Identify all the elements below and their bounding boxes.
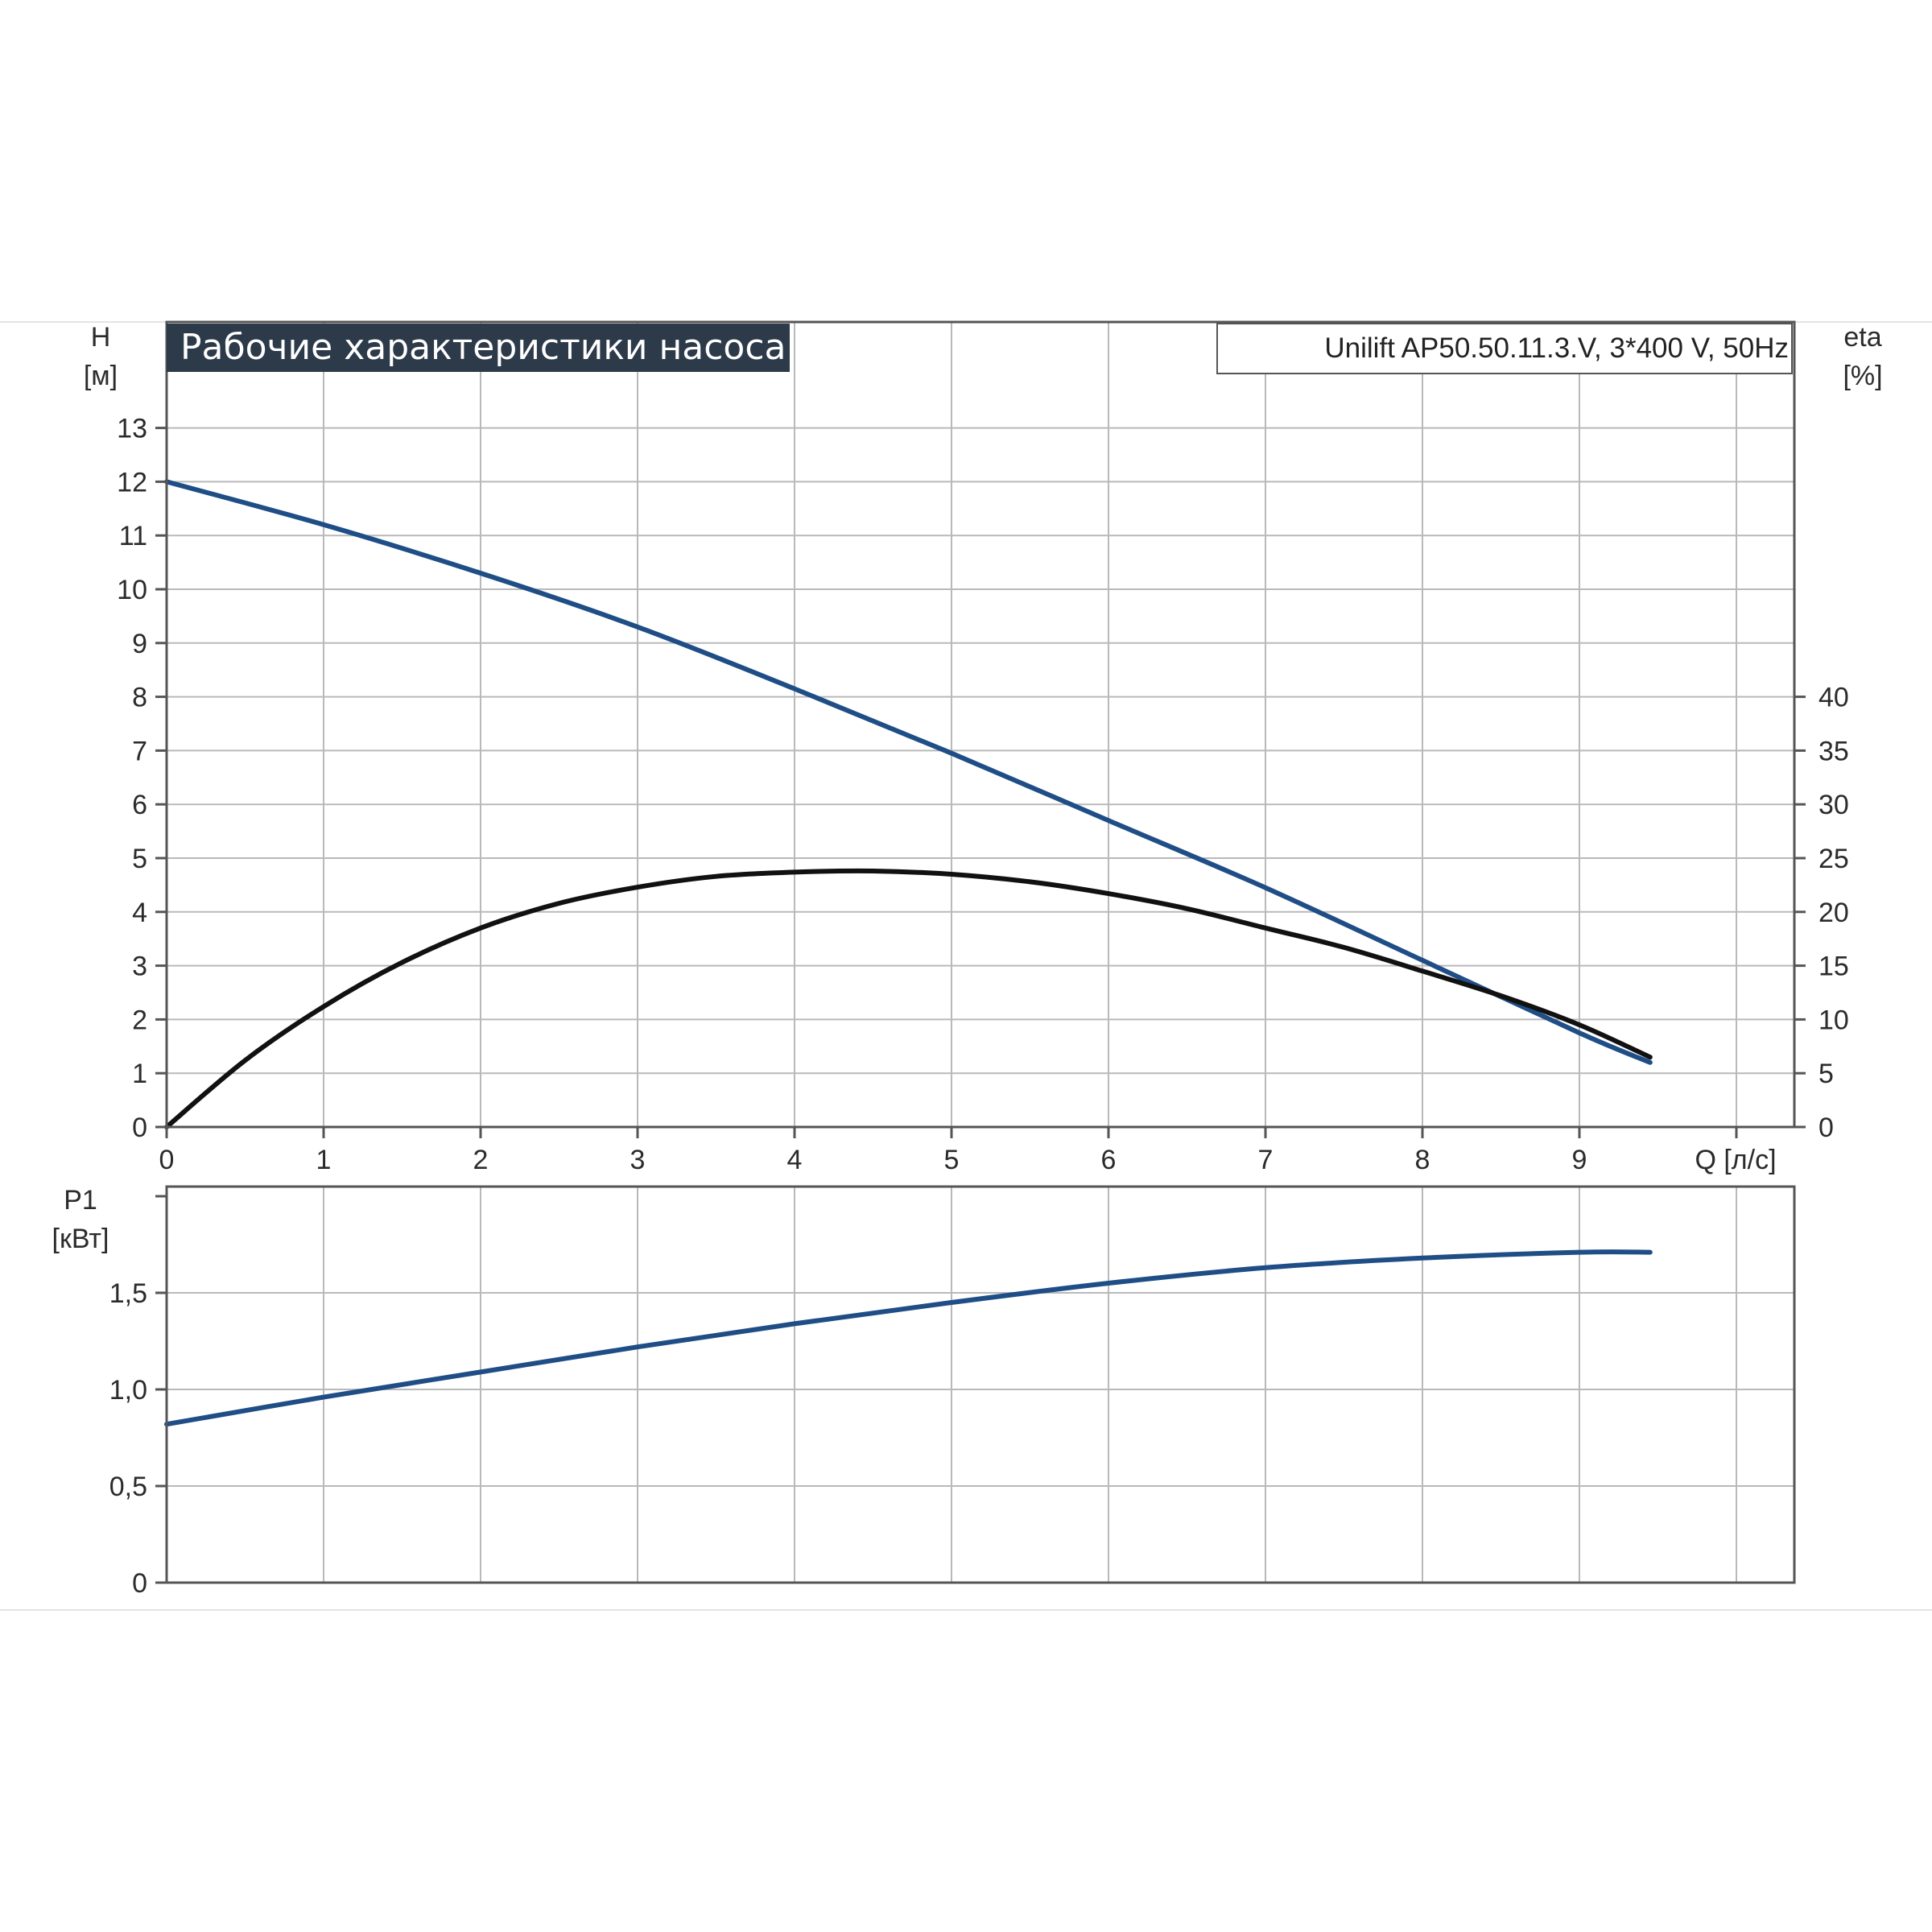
power-y-tick-label: 1,5 <box>109 1278 147 1309</box>
y-tick-label: 12 <box>117 467 147 497</box>
y2-tick-label: 10 <box>1818 1005 1849 1035</box>
y2-tick-label: 40 <box>1818 683 1849 713</box>
x-tick-label: 0 <box>159 1145 175 1175</box>
y-tick-label: 6 <box>132 790 147 820</box>
power-y-tick-label: 0,5 <box>109 1472 147 1502</box>
y-tick-label: 9 <box>132 629 147 659</box>
y-tick-label: 7 <box>132 736 147 766</box>
head-curve <box>164 479 1653 1065</box>
main-plot-frame <box>165 320 1796 1129</box>
main-plot-curves <box>164 479 1653 1129</box>
power-plot-grid <box>167 1187 1794 1583</box>
y2-axis-unit: [%] <box>1843 361 1882 391</box>
power-axis-unit: [кВт] <box>52 1224 109 1254</box>
y-tick-label: 10 <box>117 575 147 605</box>
power-y-tick-label: 1,0 <box>109 1375 147 1406</box>
y-tick-label: 5 <box>132 844 147 874</box>
y-tick-label: 13 <box>117 414 147 444</box>
power-plot-frame <box>165 1185 1796 1584</box>
y2-tick-label: 5 <box>1818 1059 1834 1089</box>
efficiency-curve <box>164 868 1653 1129</box>
y2-tick-label: 20 <box>1818 898 1849 928</box>
x-tick-label: 9 <box>1572 1145 1587 1175</box>
model-label-box <box>1216 323 1793 374</box>
x-tick-label: 6 <box>1101 1145 1117 1175</box>
power-curve <box>164 1249 1653 1427</box>
y-axis-title: H <box>91 322 111 353</box>
power-plot-ticks: 0 0,5 1,0 1,5 <box>109 1195 167 1599</box>
chart-title: Рабочие характеристики насоса <box>180 327 786 368</box>
x-tick-label: 1 <box>316 1145 332 1175</box>
main-plot-grid <box>167 322 1794 1127</box>
y-tick-label: 1 <box>132 1059 147 1089</box>
y-tick-label: 4 <box>132 898 147 928</box>
power-y-tick-label: 0 <box>132 1568 147 1599</box>
x-tick-label: 5 <box>944 1145 960 1175</box>
y2-tick-label: 0 <box>1818 1113 1834 1143</box>
chart-title-box <box>167 324 790 372</box>
x-tick-label: 4 <box>787 1145 803 1175</box>
power-axis-title: P1 <box>64 1185 97 1216</box>
y-tick-label: 3 <box>132 952 147 982</box>
power-plot-curves <box>164 1249 1653 1427</box>
y-axis-unit: [м] <box>84 361 118 391</box>
x-tick-label: 7 <box>1258 1145 1274 1175</box>
y-tick-label: 11 <box>119 521 147 551</box>
model-label: Unilift AP50.50.11.3.V, 3*400 V, 50Hz <box>1324 332 1789 364</box>
y2-tick-label: 35 <box>1818 736 1849 766</box>
y-tick-label: 8 <box>132 683 147 713</box>
y-tick-label: 2 <box>132 1005 147 1035</box>
x-tick-label: 2 <box>473 1145 489 1175</box>
x-tick-label: 3 <box>630 1145 646 1175</box>
y2-tick-label: 15 <box>1818 952 1849 982</box>
x-axis-title: Q [л/с] <box>1695 1145 1776 1175</box>
y2-axis-title: eta <box>1843 322 1881 353</box>
y2-tick-label: 25 <box>1818 844 1849 874</box>
y-tick-label: 0 <box>132 1113 147 1143</box>
y2-tick-label: 30 <box>1818 790 1849 820</box>
x-tick-label: 8 <box>1415 1145 1430 1175</box>
